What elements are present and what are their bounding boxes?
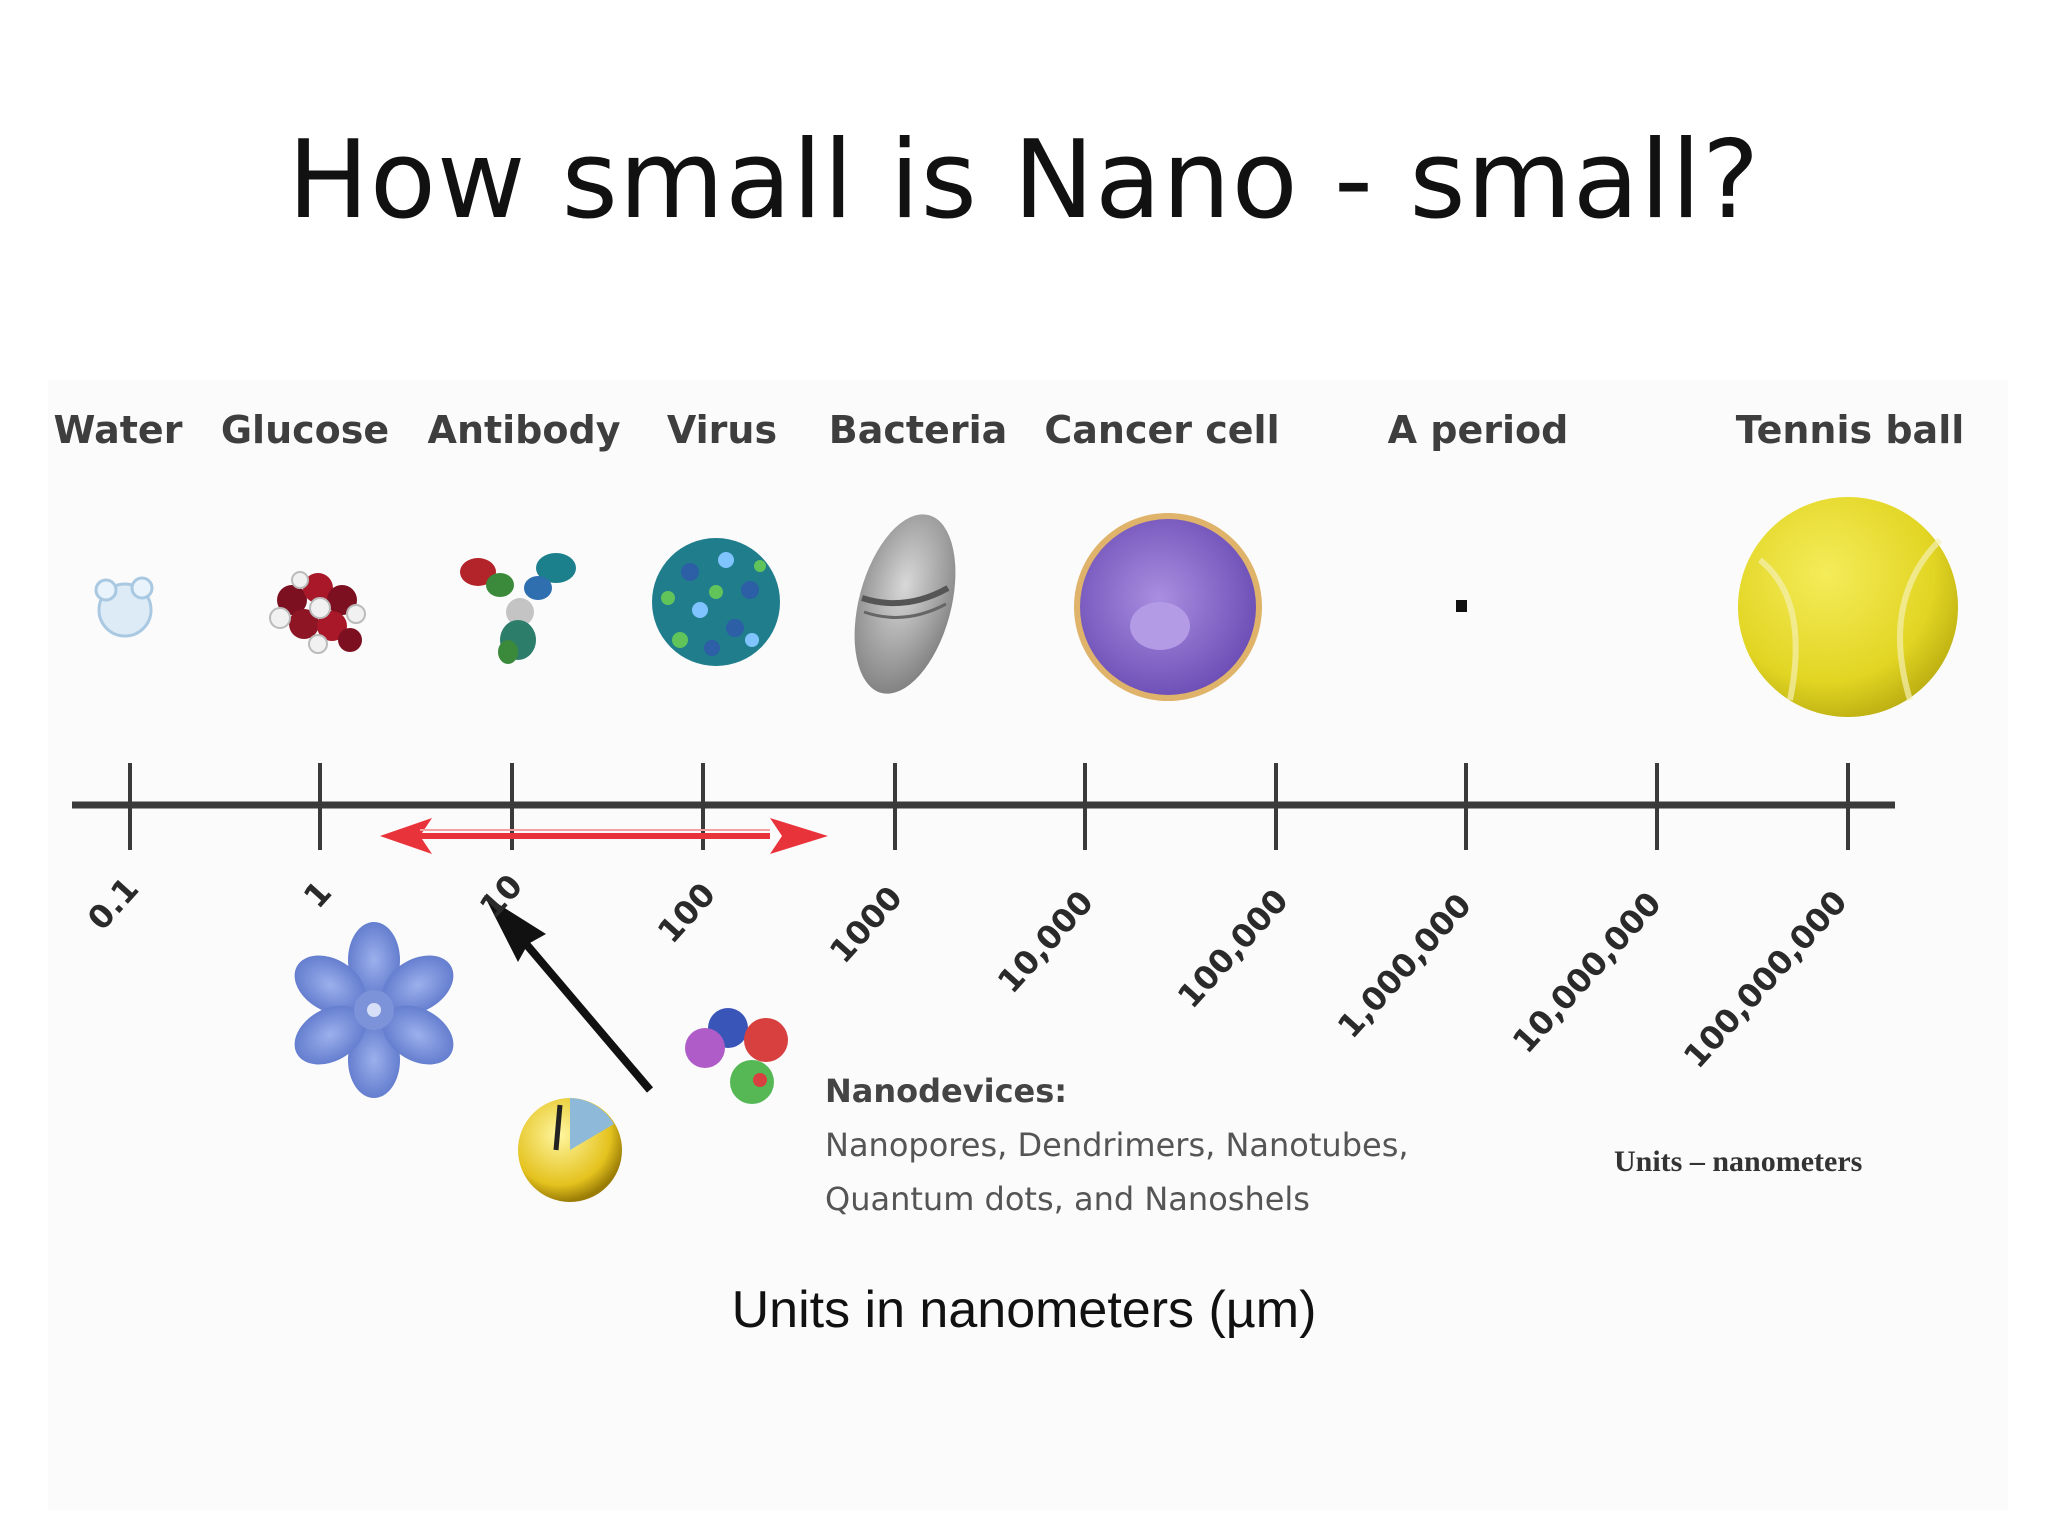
- period-dot-icon: [1456, 600, 1467, 612]
- label-a-period: A period: [1387, 408, 1569, 452]
- antibody-icon: [460, 553, 576, 664]
- water-molecule-icon: [94, 576, 154, 638]
- scale-axis: [72, 763, 1895, 850]
- glucose-molecule-icon: [269, 571, 366, 654]
- slide-title: How small is Nano - small?: [287, 118, 1761, 243]
- label-glucose: Glucose: [220, 408, 390, 452]
- label-virus: Virus: [666, 408, 778, 452]
- nanodevices-heading: Nanodevices:: [825, 1072, 1068, 1110]
- quantum-dots-cluster-icon: [685, 1008, 788, 1104]
- virus-icon: [652, 538, 780, 666]
- units-note: Units – nanometers: [1614, 1145, 1863, 1178]
- label-bacteria: Bacteria: [828, 408, 1008, 452]
- pointer-arrow: [484, 895, 654, 1093]
- label-tennis-ball: Tennis ball: [1735, 408, 1965, 452]
- bacteria-icon: [854, 514, 956, 694]
- label-cancer-cell: Cancer cell: [1044, 408, 1280, 452]
- label-antibody: Antibody: [427, 408, 621, 452]
- label-water: Water: [53, 408, 183, 452]
- tennis-ball-icon: [1738, 497, 1958, 717]
- nanoshell-sphere-icon: [518, 1098, 622, 1202]
- units-caption: Units in nanometers (µm): [731, 1281, 1317, 1339]
- nano-range-arrow: [380, 818, 828, 854]
- dendrimer-flower-icon: [294, 922, 454, 1098]
- cancer-cell-icon: [1074, 513, 1262, 701]
- nanodevices-line-2: Quantum dots, and Nanoshels: [825, 1180, 1310, 1218]
- nanodevices-line-1: Nanopores, Dendrimers, Nanotubes,: [825, 1126, 1409, 1164]
